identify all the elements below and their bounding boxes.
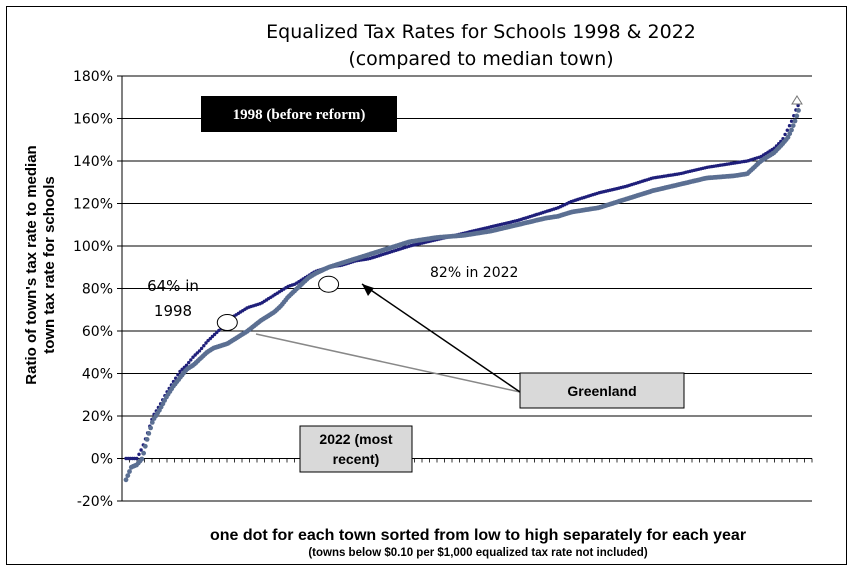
data-point (796, 108, 801, 113)
pointer-line-2022 (361, 283, 521, 393)
data-point (146, 431, 152, 436)
data-point (193, 353, 197, 357)
data-point (206, 338, 210, 343)
gridlines (122, 75, 812, 502)
y-tick-label: 120% (73, 197, 113, 213)
highlight-ellipse-1998 (216, 314, 238, 331)
data-point (794, 113, 800, 119)
y-tick-label: 100% (73, 239, 113, 255)
data-point (148, 425, 154, 431)
y-axis-label: Ratio of town's tax rate to median town … (23, 145, 58, 384)
y-tick-label: 140% (73, 154, 113, 170)
data-point (210, 334, 215, 339)
y-axis-label-line1: Ratio of town's tax rate to median (23, 145, 40, 384)
y-axis-label-line2: town tax rate for schools (41, 176, 58, 354)
data-point (787, 131, 793, 137)
data-point (139, 448, 143, 452)
data-point (787, 124, 792, 128)
label-box-2022-line2: recent) (333, 451, 380, 467)
data-point (199, 346, 204, 351)
data-point (204, 341, 208, 345)
data-point (197, 349, 202, 353)
chart-title-line1: Equalized Tax Rates for Schools 1998 & 2… (266, 21, 696, 43)
axes (117, 75, 813, 502)
y-tick-label: 40% (82, 367, 113, 383)
y-tick-labels: 180% 160% 140% 120% 100% 80% 60% 40% 20% 0% -20% (73, 69, 113, 510)
label-box-2022: 2022 (most recent) (299, 425, 413, 473)
y-tick-label: 20% (82, 409, 113, 425)
y-tick-label: 80% (82, 282, 113, 298)
pointer-line-1998 (255, 333, 521, 393)
data-point (189, 358, 193, 362)
note-2022: 82% in 2022 (430, 265, 518, 281)
y-tick-label: 60% (82, 324, 113, 340)
data-point (785, 128, 789, 132)
data-point (142, 443, 148, 449)
data-point (792, 118, 798, 124)
data-point (191, 355, 195, 359)
note-1998-line1: 64% in (147, 277, 199, 295)
highlight-ellipse-2022 (318, 275, 340, 293)
x-axis-note: (towns below $0.10 per $1,000 equalized … (308, 547, 648, 559)
data-point (789, 127, 794, 133)
data-point (141, 450, 147, 456)
data-point (790, 123, 796, 128)
data-point (187, 360, 191, 365)
y-tick-label: 0% (91, 452, 113, 468)
data-point (202, 344, 206, 348)
greenland-box: Greenland (519, 372, 685, 409)
greenland-label: Greenland (567, 383, 636, 399)
data-point (796, 103, 800, 108)
data-point (149, 420, 155, 425)
data-point (785, 134, 791, 140)
data-point (178, 369, 182, 374)
x-axis-label: one dot for each town sorted from low to… (210, 527, 746, 544)
label-box-1998-text: 1998 (before reform) (233, 107, 366, 123)
data-point (135, 456, 139, 461)
pointer-arrowhead (362, 284, 374, 296)
data-point (139, 456, 145, 462)
data-point (137, 452, 141, 456)
y-tick-label: 180% (73, 69, 113, 85)
data-point (783, 132, 787, 137)
data-point (212, 332, 217, 337)
data-point (208, 336, 212, 341)
y-tick-label: -20% (77, 494, 113, 510)
note-1998-line2: 1998 (154, 302, 192, 320)
data-point (144, 437, 150, 442)
data-point (789, 119, 794, 123)
data-point (180, 367, 184, 371)
label-box-2022-line1: 2022 (most (319, 431, 392, 447)
data-point (184, 363, 189, 367)
data-point (125, 473, 131, 478)
chart-frame (6, 6, 847, 565)
data-point (195, 351, 199, 355)
label-box-1998: 1998 (before reform) (201, 96, 397, 132)
data-point (123, 477, 129, 483)
outlier-triangle-icon (791, 95, 803, 105)
data-point (127, 469, 132, 474)
series-2022 (123, 108, 801, 483)
data-point (217, 328, 221, 333)
y-tick-label: 160% (73, 112, 113, 128)
series-1998 (124, 103, 800, 461)
chart-title-line2: (compared to median town) (348, 48, 613, 70)
scatter-series (123, 103, 801, 483)
